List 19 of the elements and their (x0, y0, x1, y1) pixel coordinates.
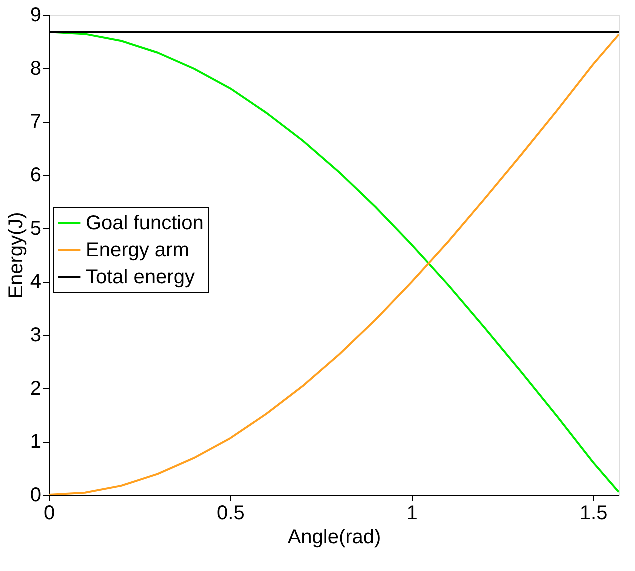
y-tick-label: 8 (30, 58, 42, 80)
x-tick-label: 0.5 (217, 502, 245, 524)
y-tick-label: 0 (30, 484, 42, 506)
legend-label: Goal function (86, 212, 204, 234)
legend-label: Energy arm (86, 240, 190, 262)
legend-label: Total energy (86, 266, 195, 288)
y-axis-title: Energy(J) (5, 212, 28, 299)
y-tick-label: 2 (30, 378, 42, 400)
x-tick-label: 0 (44, 502, 56, 524)
y-tick-label: 3 (30, 324, 42, 346)
y-tick-label: 9 (30, 4, 42, 26)
x-axis-title: Angle(rad) (288, 526, 382, 548)
y-tick-label: 6 (30, 164, 42, 186)
x-tick-label: 1 (406, 502, 418, 524)
y-tick-label: 1 (30, 431, 42, 454)
y-tick-label: 5 (30, 218, 42, 240)
x-tick-label: 1.5 (580, 502, 608, 524)
y-tick-label: 4 (30, 271, 42, 294)
y-tick-label: 7 (30, 111, 42, 134)
